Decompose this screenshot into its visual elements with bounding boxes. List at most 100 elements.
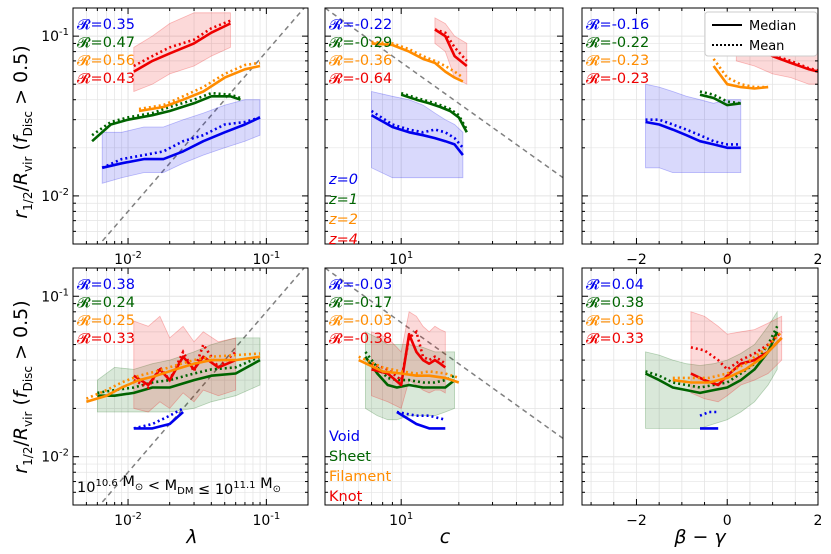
y-tick-label: 10-1: [41, 27, 69, 45]
panel-p-top-c: 101 𝓡=-0.22 𝓡=-0.29 𝓡=-0.36 𝓡=-0.64 z=0 z=1 z=2…: [324, 7, 564, 268]
mean-line-knot: [690, 330, 783, 372]
plot-area: [91, 8, 306, 244]
mean-line-z-4: [434, 28, 468, 62]
mean-line-z-0: [645, 118, 741, 146]
panel-p-bot-bg: −2 0 2 𝓡=0.04 𝓡=0.38 𝓡=0.36 𝓡=0.33: [581, 267, 823, 529]
median-line-z-0: [101, 116, 261, 170]
mass-range-label: 1010.6 M⊙ < MDM ≤ 1011.1 M⊙: [77, 474, 281, 498]
median-line-z-1: [91, 95, 241, 143]
r-label: 𝓡=-0.64: [329, 71, 392, 87]
band-sheet: [645, 310, 778, 429]
x-tick-label: −2: [626, 513, 647, 529]
x-tick-label: 101: [389, 250, 413, 268]
reference-line: [98, 268, 306, 505]
mean-line-z-1: [400, 91, 468, 131]
mean-line-z-1: [699, 90, 741, 105]
mean-line-z-2: [138, 61, 261, 111]
mean-line-z-0: [101, 116, 261, 169]
axes-frame: [581, 267, 819, 506]
r-label: 𝓡=-0.17: [329, 295, 392, 311]
mean-line-filament: [85, 352, 261, 400]
ticks: [72, 268, 309, 506]
r-label: 𝓡=-0.38: [329, 331, 392, 347]
ticks: [72, 8, 309, 245]
mean-line-void: [133, 407, 184, 430]
y-tick-label: 10-1: [41, 287, 69, 305]
axes-frame: [581, 7, 819, 245]
median-line-z-4: [434, 28, 468, 68]
r-label: 𝓡=-0.22: [586, 35, 649, 51]
y-tick-label: 10-2: [41, 448, 69, 466]
ticks: [582, 268, 819, 506]
mean-line-z-2: [371, 40, 464, 79]
r-label: 𝓡=-0.23: [586, 53, 649, 69]
panels: 10-2 10-1 10-2 10-1 𝓡=0.35 𝓡=0.47 𝓡=0.56 𝓡=0.43…: [41, 7, 823, 529]
mean-line-knot: [371, 329, 447, 383]
axes-frame: [324, 7, 564, 245]
svg-text:r1/2/Rvir (fDisc > 0.5): r1/2/Rvir (fDisc > 0.5): [10, 300, 35, 473]
z-label: z=0: [328, 172, 358, 188]
grid: [582, 8, 818, 244]
axes-frame: [72, 267, 309, 506]
mean-line-void: [699, 410, 719, 417]
median-line-z-2: [371, 42, 464, 83]
xlabel-lambda: λ: [185, 526, 197, 548]
r-label: 𝓡=-0.29: [329, 35, 392, 51]
r-label: 𝓡=0.47: [77, 35, 135, 51]
r-label: 𝓡=0.33: [586, 331, 644, 347]
plot-area: [325, 8, 563, 179]
plot-area: [644, 310, 783, 430]
x-tick-label: 101: [389, 511, 413, 529]
median-line-z-0: [370, 114, 464, 156]
r-label: 𝓡=0.36: [586, 313, 644, 329]
median-line-knot: [371, 332, 447, 387]
mean-line-filament: [358, 355, 460, 380]
r-label: 𝓡=0.25: [77, 313, 135, 329]
r-label: 𝓡=0.24: [77, 295, 135, 311]
mean-line-z-1: [91, 91, 241, 137]
x-tick-label: 2: [814, 252, 823, 268]
band-z-0: [645, 83, 742, 173]
r-label: 𝓡=-0.23: [586, 71, 649, 87]
axes-frame: [72, 7, 309, 245]
x-tick-label: 10-1: [252, 511, 280, 529]
band-knot: [371, 311, 446, 409]
r-label: 𝓡=0.43: [77, 71, 135, 87]
x-tick-label: 10-1: [252, 250, 280, 268]
x-tick-label: 0: [723, 513, 732, 529]
r-label: 𝓡=-0.03: [329, 313, 392, 329]
reference-line: [98, 8, 306, 244]
ylabel-top: r1/2/Rvir (fDisc > 0.5): [10, 45, 35, 218]
median-line-z-4: [133, 22, 231, 73]
xlabel-beta-gamma: β − γ: [673, 526, 727, 548]
median-line-z-0: [645, 120, 741, 150]
median-line-sheet: [644, 331, 779, 395]
x-tick-label: 0: [723, 252, 732, 268]
median-line-knot: [133, 355, 237, 387]
z-label: z=1: [328, 192, 358, 208]
z-label: z=2: [328, 212, 358, 228]
r-label: 𝓡=-0.36: [329, 53, 392, 69]
env-label: Filament: [329, 469, 391, 485]
ticks: [324, 268, 564, 506]
median-line-z-1: [699, 93, 741, 107]
r-label: 𝓡=0.38: [77, 277, 135, 293]
reference-line: [325, 8, 563, 179]
ticks: [324, 8, 564, 245]
x-tick-label: 2: [814, 513, 823, 529]
median-line-filament: [86, 355, 261, 404]
r-label: 𝓡=-0.16: [586, 17, 649, 33]
plot-area: [325, 268, 563, 440]
grid: [73, 8, 308, 244]
grid: [73, 268, 308, 505]
legend-median-label: Median: [749, 19, 796, 34]
xlabel-c: c: [440, 526, 451, 548]
reference-line: [325, 268, 563, 440]
median-line-z-1: [400, 93, 468, 133]
band-z-0: [101, 99, 261, 184]
band-z-4: [133, 12, 231, 93]
r-label: 𝓡=0.33: [77, 331, 135, 347]
y-tick-label: 10-2: [41, 187, 69, 205]
panel-p-bot-c: 101 𝓡=-0.03 𝓡=-0.17 𝓡=-0.03 𝓡=-0.38 Void Sheet…: [324, 267, 564, 529]
